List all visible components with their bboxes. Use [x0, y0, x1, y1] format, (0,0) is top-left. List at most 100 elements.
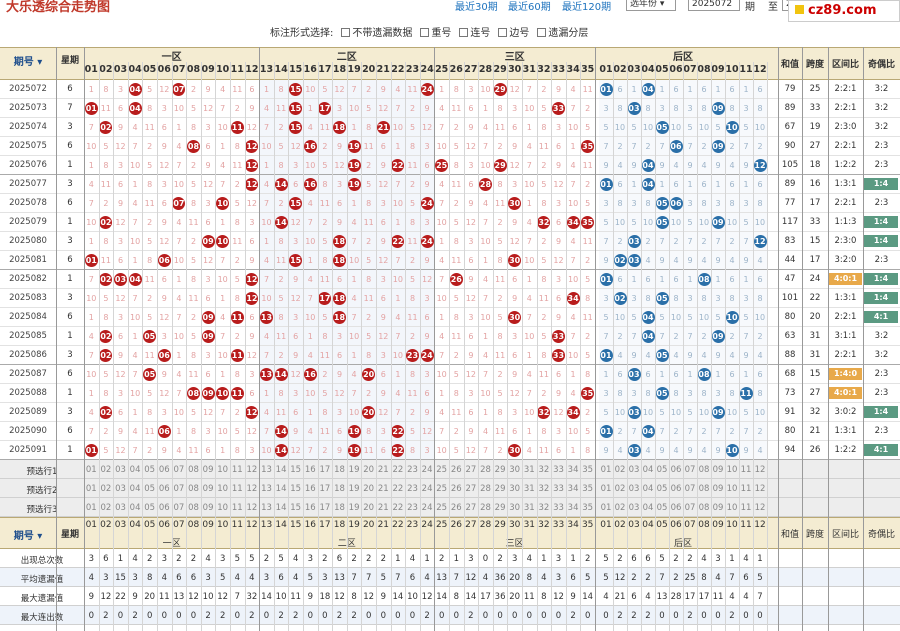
preselect-front-30[interactable]: 30 — [509, 503, 521, 513]
preselect-back-02[interactable]: 02 — [614, 503, 626, 513]
preselect-back-01[interactable]: 01 — [600, 484, 612, 494]
preselect-front-17[interactable]: 17 — [319, 484, 331, 494]
preselect-front-19[interactable]: 19 — [348, 465, 360, 475]
preselect-back-03[interactable]: 03 — [628, 465, 640, 475]
preselect-front-34[interactable]: 34 — [567, 484, 579, 494]
preselect-front-15[interactable]: 15 — [290, 484, 302, 494]
preselect-front-33[interactable]: 33 — [553, 484, 564, 494]
preselect-front-10[interactable]: 10 — [217, 465, 229, 475]
preselect-front-03[interactable]: 03 — [115, 503, 126, 513]
preselect-back-03[interactable]: 03 — [628, 503, 640, 513]
preselect-back-02[interactable]: 02 — [614, 465, 626, 475]
preselect-back-12[interactable]: 12 — [754, 503, 766, 513]
preselect-back-10[interactable]: 10 — [726, 484, 738, 494]
preselect-front-12[interactable]: 12 — [246, 484, 258, 494]
preselect-front-31[interactable]: 31 — [523, 465, 535, 475]
period-link-2[interactable]: 最近60期 — [508, 2, 551, 13]
preselect-front-08[interactable]: 08 — [188, 503, 199, 513]
preselect-back-06[interactable]: 06 — [670, 503, 682, 513]
preselect-front-22[interactable]: 22 — [392, 484, 404, 494]
preselect-front-15[interactable]: 15 — [290, 503, 302, 513]
preselect-front-04[interactable]: 04 — [129, 503, 141, 513]
preselect-front-28[interactable]: 28 — [480, 465, 491, 475]
preselect-front-18[interactable]: 18 — [334, 503, 345, 513]
preselect-front-11[interactable]: 11 — [231, 484, 243, 494]
preselect-back-08[interactable]: 08 — [698, 465, 710, 475]
preselect-front-06[interactable]: 06 — [158, 503, 170, 513]
preselect-back-03[interactable]: 03 — [628, 484, 640, 494]
preselect-front-33[interactable]: 33 — [553, 503, 564, 513]
preselect-front-11[interactable]: 11 — [231, 503, 243, 513]
preselect-front-07[interactable]: 07 — [173, 503, 185, 513]
preselect-front-32[interactable]: 32 — [538, 484, 550, 494]
preselect-front-13[interactable]: 13 — [261, 503, 272, 513]
preselect-front-16[interactable]: 16 — [304, 484, 316, 494]
preselect-front-19[interactable]: 19 — [348, 503, 360, 513]
preselect-back-04[interactable]: 04 — [642, 503, 654, 513]
preselect-front-25[interactable]: 25 — [436, 484, 448, 494]
preselect-back-06[interactable]: 06 — [670, 484, 682, 494]
preselect-front-05[interactable]: 05 — [144, 503, 156, 513]
preselect-front-06[interactable]: 06 — [158, 465, 170, 475]
preselect-front-14[interactable]: 14 — [275, 503, 287, 513]
preselect-front-35[interactable]: 35 — [582, 484, 594, 494]
preselect-front-13[interactable]: 13 — [261, 484, 272, 494]
preselect-back-11[interactable]: 11 — [740, 465, 752, 475]
preselect-front-34[interactable]: 34 — [567, 465, 579, 475]
preselect-front-02[interactable]: 02 — [100, 503, 112, 513]
preselect-front-08[interactable]: 08 — [188, 465, 199, 475]
preselect-front-29[interactable]: 29 — [494, 503, 506, 513]
preselect-back-04[interactable]: 04 — [642, 465, 654, 475]
preselect-front-20[interactable]: 20 — [363, 465, 375, 475]
preselect-front-12[interactable]: 12 — [246, 465, 258, 475]
preselect-front-27[interactable]: 27 — [465, 465, 477, 475]
preselect-front-30[interactable]: 30 — [509, 484, 521, 494]
period-link-1[interactable]: 最近30期 — [455, 2, 498, 13]
preselect-back-04[interactable]: 04 — [642, 484, 654, 494]
option-checkbox-1[interactable] — [341, 28, 351, 37]
preselect-back-05[interactable]: 05 — [656, 503, 668, 513]
preselect-back-02[interactable]: 02 — [614, 484, 626, 494]
preselect-back-05[interactable]: 05 — [656, 484, 668, 494]
preselect-front-23[interactable]: 23 — [407, 484, 418, 494]
preselect-back-10[interactable]: 10 — [726, 465, 738, 475]
preselect-back-11[interactable]: 11 — [740, 484, 752, 494]
preselect-front-32[interactable]: 32 — [538, 465, 550, 475]
preselect-front-24[interactable]: 24 — [421, 465, 433, 475]
preselect-front-07[interactable]: 07 — [173, 465, 185, 475]
preselect-front-28[interactable]: 28 — [480, 503, 491, 513]
preselect-back-11[interactable]: 11 — [740, 503, 752, 513]
preselect-back-01[interactable]: 01 — [600, 503, 612, 513]
preselect-front-17[interactable]: 17 — [319, 465, 331, 475]
preselect-front-20[interactable]: 20 — [363, 484, 375, 494]
preselect-front-33[interactable]: 33 — [553, 465, 564, 475]
preselect-front-21[interactable]: 21 — [377, 465, 389, 475]
preselect-front-25[interactable]: 25 — [436, 503, 448, 513]
preselect-front-24[interactable]: 24 — [421, 484, 433, 494]
preselect-front-18[interactable]: 18 — [334, 484, 345, 494]
preselect-back-06[interactable]: 06 — [670, 465, 682, 475]
preselect-front-10[interactable]: 10 — [217, 484, 229, 494]
option-checkbox-3[interactable] — [459, 28, 469, 37]
preselect-front-13[interactable]: 13 — [261, 465, 272, 475]
preselect-front-02[interactable]: 02 — [100, 465, 112, 475]
preselect-back-09[interactable]: 09 — [712, 484, 724, 494]
preselect-front-08[interactable]: 08 — [188, 484, 199, 494]
preselect-front-01[interactable]: 01 — [85, 465, 97, 475]
preselect-back-09[interactable]: 09 — [712, 503, 724, 513]
preselect-front-10[interactable]: 10 — [217, 503, 229, 513]
preselect-back-12[interactable]: 12 — [754, 465, 766, 475]
preselect-front-23[interactable]: 23 — [407, 503, 418, 513]
preselect-front-16[interactable]: 16 — [304, 465, 316, 475]
preselect-front-35[interactable]: 35 — [582, 465, 594, 475]
preselect-front-31[interactable]: 31 — [523, 503, 535, 513]
preselect-back-07[interactable]: 07 — [684, 484, 696, 494]
option-checkbox-4[interactable] — [498, 28, 508, 37]
preselect-front-02[interactable]: 02 — [100, 484, 112, 494]
preselect-front-03[interactable]: 03 — [115, 465, 126, 475]
preselect-front-27[interactable]: 27 — [465, 503, 477, 513]
preselect-front-04[interactable]: 04 — [129, 484, 141, 494]
preselect-back-01[interactable]: 01 — [600, 465, 612, 475]
preselect-back-09[interactable]: 09 — [712, 465, 724, 475]
preselect-front-32[interactable]: 32 — [538, 503, 550, 513]
